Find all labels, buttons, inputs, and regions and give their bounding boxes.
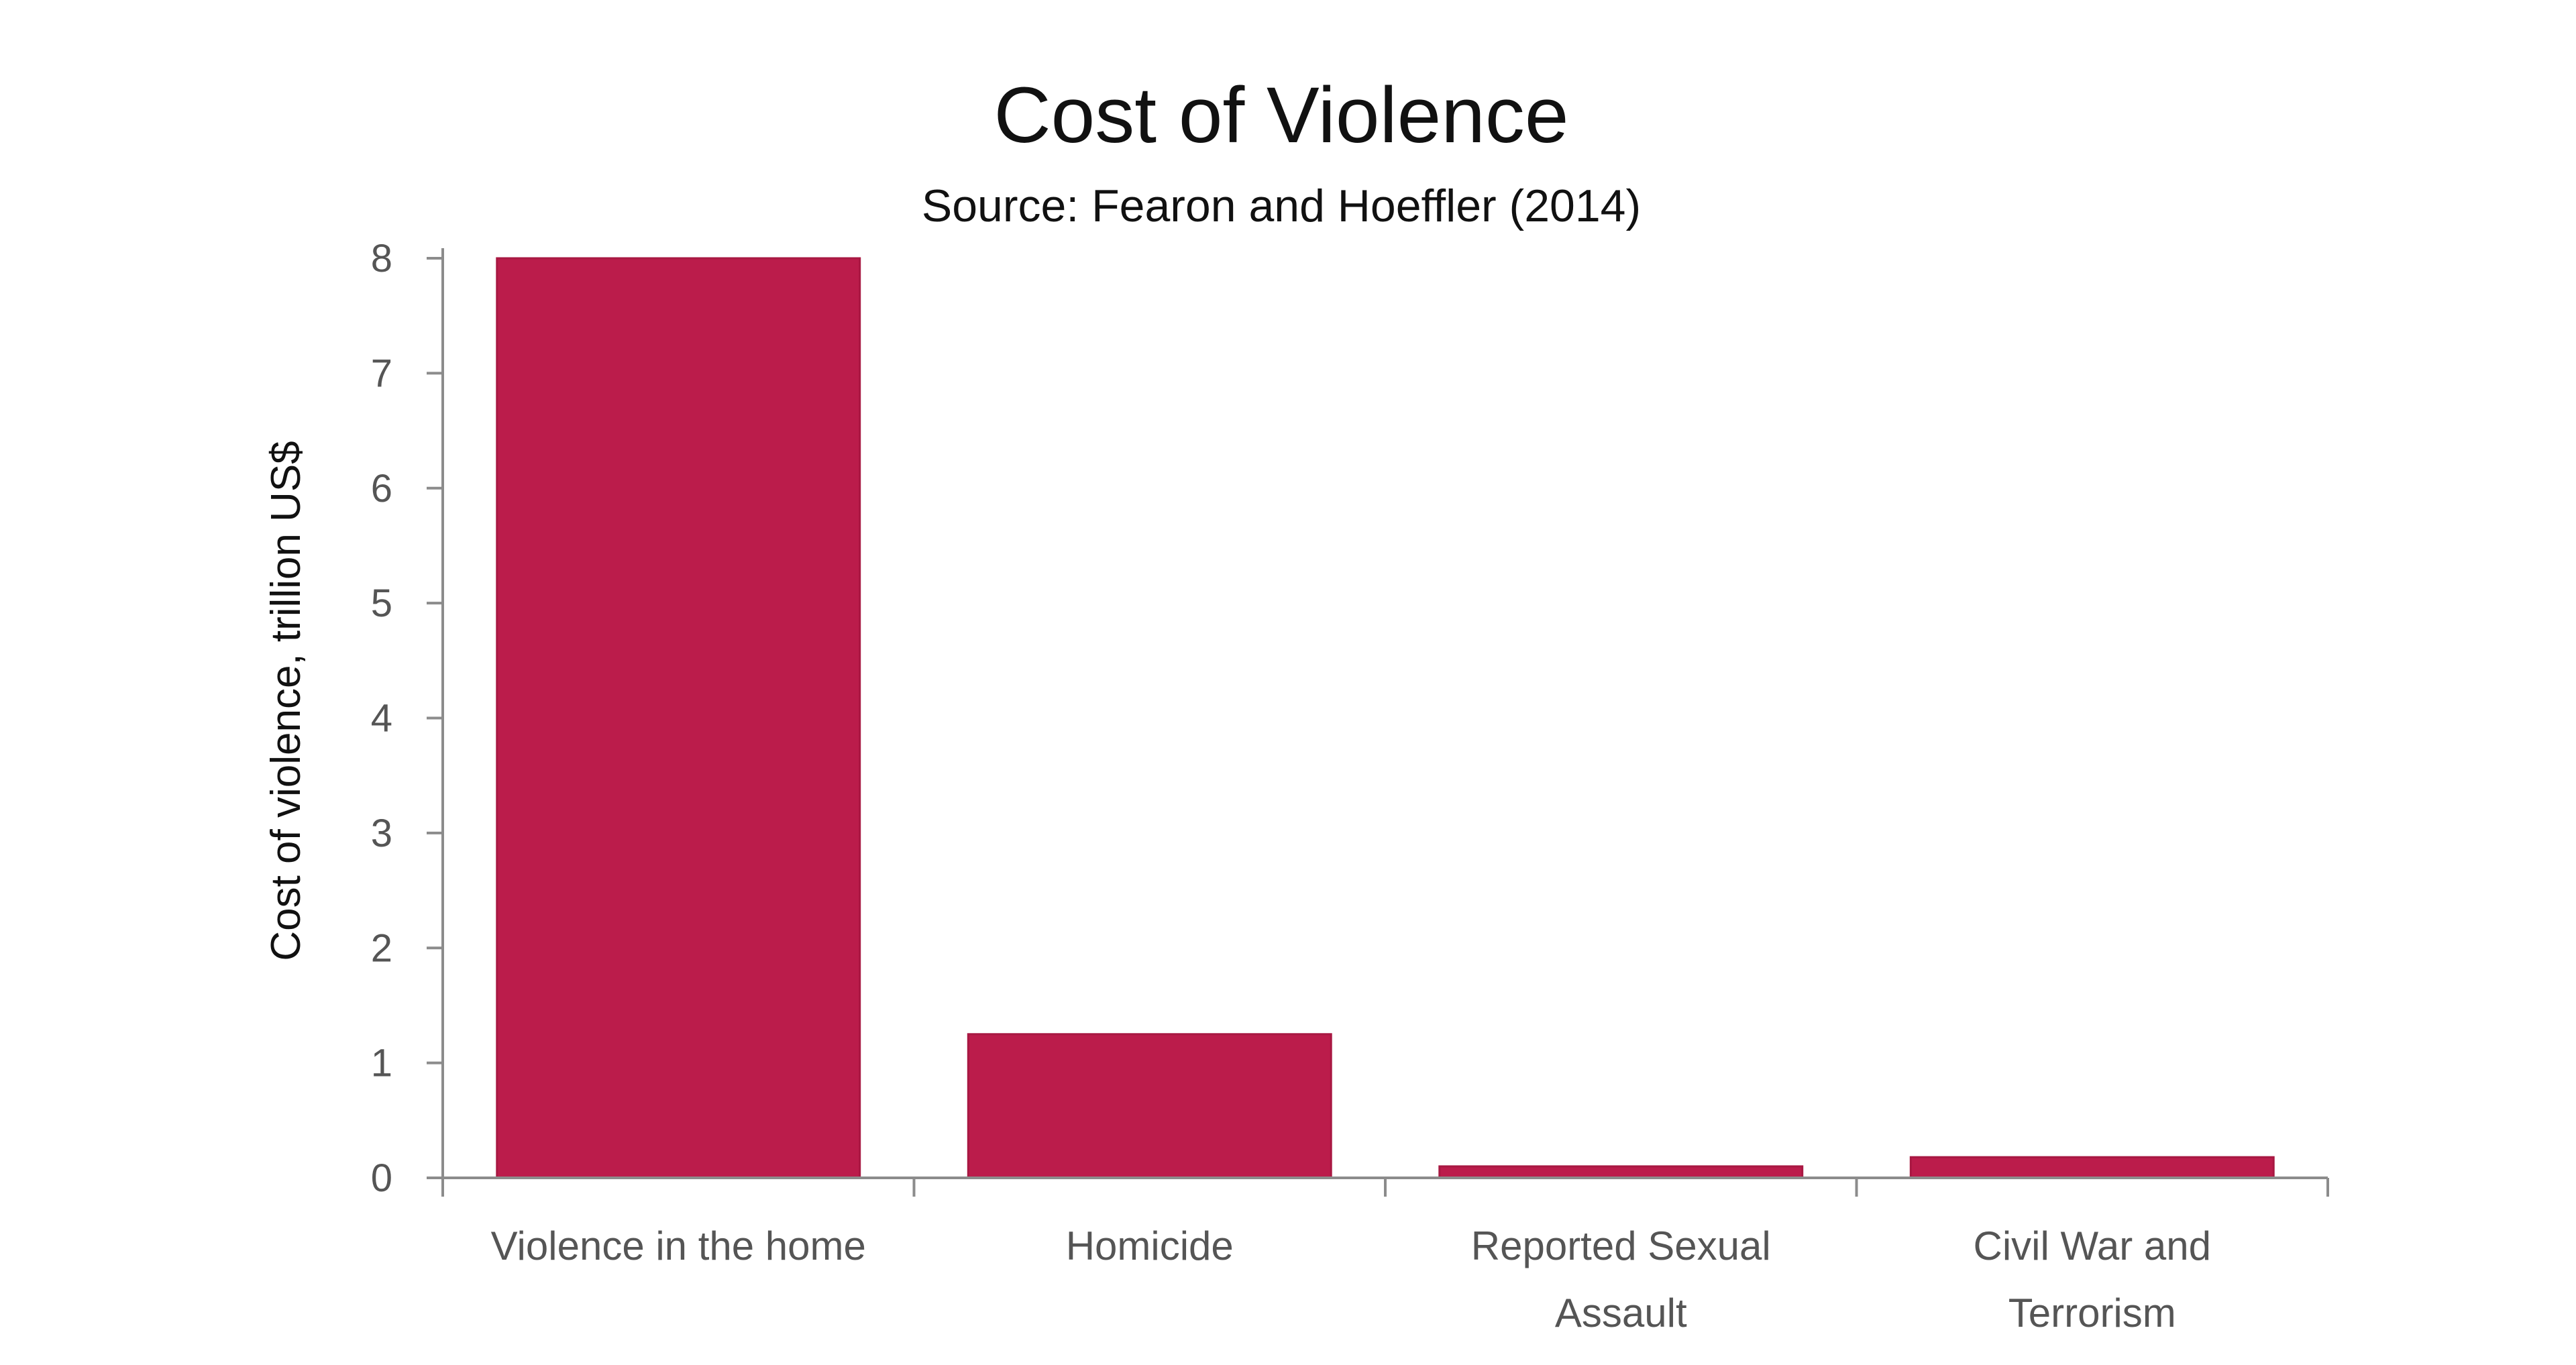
y-tick-label-7: 7 — [371, 351, 392, 395]
y-tick-label-0: 0 — [371, 1156, 392, 1200]
bar-3 — [1438, 1165, 1804, 1179]
x-ticks-group — [441, 1178, 2329, 1197]
y-tick-label-3: 3 — [371, 812, 392, 855]
y-tick-label-6: 6 — [371, 467, 392, 510]
chart-subtitle: Source: Fearon and Hoeffler (2014) — [922, 180, 1641, 231]
y-tick-label-8: 8 — [371, 237, 392, 280]
x-tick-label-line: Reported Sexual — [1471, 1223, 1771, 1268]
y-tick-labels-group: 0 1 2 3 4 5 6 7 8 — [371, 237, 392, 1200]
y-tick-label-5: 5 — [371, 582, 392, 625]
y-ticks-group — [427, 257, 443, 1179]
x-tick-label-3: Reported Sexual Assault — [1471, 1223, 1771, 1335]
y-tick-label-1: 1 — [371, 1042, 392, 1085]
bar-1 — [496, 257, 861, 1179]
y-axis-label: Cost of violence, trillion US$ — [263, 441, 309, 961]
x-tick-label-2: Homicide — [1066, 1223, 1234, 1268]
x-tick-label-line: Civil War and — [1973, 1223, 2211, 1268]
y-tick-label-2: 2 — [371, 926, 392, 970]
x-tick-labels-group: Violence in the home Homicide Reported Sex… — [491, 1223, 2211, 1335]
chart-title: Cost of Violence — [994, 71, 1568, 160]
x-tick-label-1: Violence in the home — [491, 1223, 866, 1268]
x-tick-label-line: Violence in the home — [491, 1223, 866, 1268]
bar-2 — [967, 1033, 1332, 1179]
y-tick-label-4: 4 — [371, 697, 392, 741]
x-tick-label-4: Civil War and Terrorism — [1973, 1223, 2211, 1335]
x-tick-label-line: Assault — [1555, 1291, 1687, 1335]
x-tick-label-line: Terrorism — [2008, 1291, 2176, 1335]
bar-4 — [1909, 1156, 2275, 1179]
bars-group — [496, 257, 2275, 1179]
x-tick-label-line: Homicide — [1066, 1223, 1234, 1268]
